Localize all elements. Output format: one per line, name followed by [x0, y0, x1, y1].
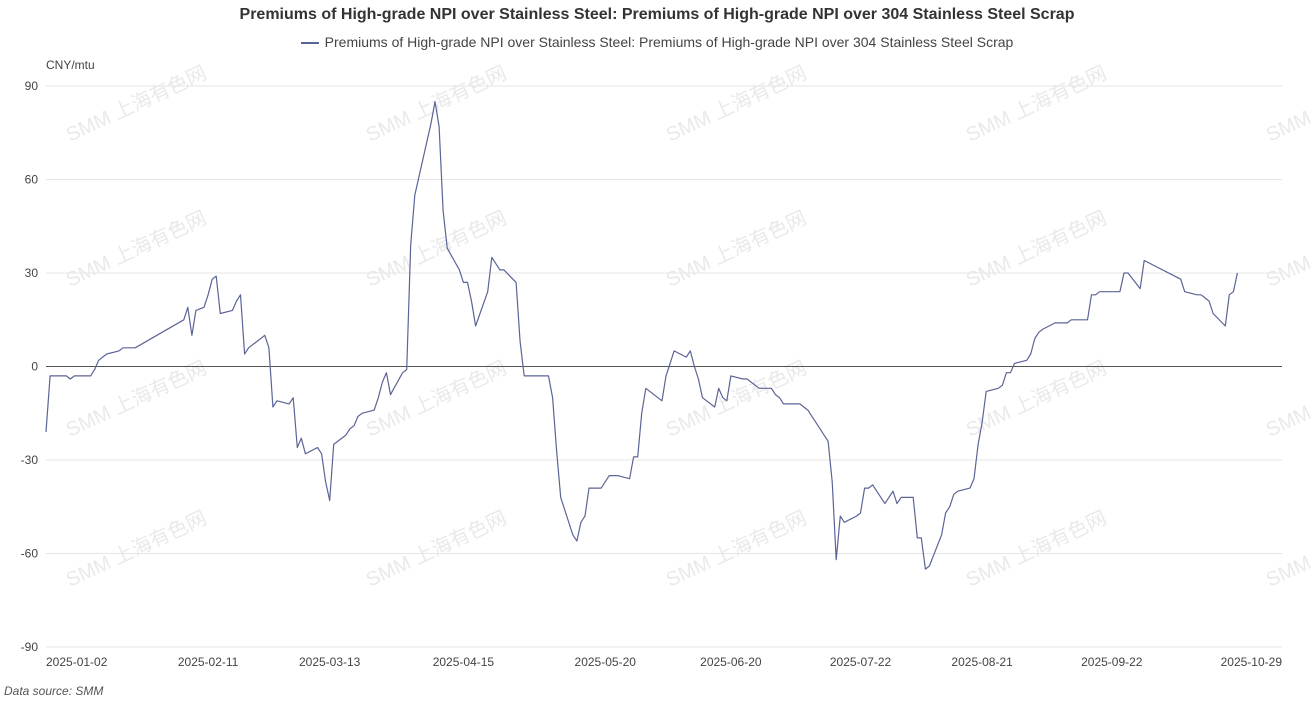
watermark-text: SMM 上海有色网: [962, 506, 1110, 591]
watermark-text: SMM 上海有色网: [962, 356, 1110, 441]
y-tick-label: 30: [25, 266, 39, 280]
y-tick-label: 90: [25, 79, 39, 93]
watermark-text: SMM 上海有色网: [962, 206, 1110, 291]
legend-label: Premiums of High-grade NPI over Stainles…: [324, 34, 1014, 50]
watermark-text: SMM 上海有色网: [962, 61, 1110, 146]
y-tick-label: -90: [21, 640, 39, 654]
y-tick-label: -60: [21, 547, 39, 561]
y-tick-label: -30: [21, 453, 39, 467]
chart-title: Premiums of High-grade NPI over Stainles…: [239, 6, 1075, 23]
chart-legend[interactable]: Premiums of High-grade NPI over Stainles…: [0, 34, 1314, 50]
watermark-text: SMM 上海有色网: [1262, 206, 1314, 291]
watermark-text: SMM 上海有色网: [662, 356, 810, 441]
y-axis-unit: CNY/mtu: [46, 58, 95, 72]
x-tick-label: 2025-07-22: [830, 655, 892, 669]
watermark-text: SMM 上海有色网: [62, 61, 210, 146]
y-tick-label: 0: [31, 360, 38, 374]
x-tick-label: 2025-09-22: [1081, 655, 1143, 669]
watermark-text: SMM 上海有色网: [1262, 356, 1314, 441]
watermark-text: SMM 上海有色网: [362, 356, 510, 441]
x-tick-label: 2025-08-21: [951, 655, 1013, 669]
series-line: [45, 100, 1238, 570]
legend-swatch: [300, 42, 319, 45]
x-tick-label: 2025-04-15: [433, 655, 495, 669]
x-tick-label: 2025-02-11: [178, 655, 239, 669]
x-tick-label: 2025-03-13: [299, 655, 361, 669]
watermark-text: SMM 上海有色网: [662, 61, 810, 146]
watermark-text: SMM 上海有色网: [62, 506, 210, 591]
watermark-text: SMM 上海有色网: [1262, 506, 1314, 591]
watermark-text: SMM 上海有色网: [62, 206, 210, 291]
x-tick-label: 2025-01-02: [46, 655, 108, 669]
data-source-note: Data source: SMM: [4, 684, 104, 698]
y-tick-label: 60: [25, 173, 39, 187]
x-tick-label: 2025-05-20: [575, 655, 637, 669]
watermark-text: SMM 上海有色网: [1262, 61, 1314, 146]
watermark-text: SMM 上海有色网: [662, 506, 810, 591]
x-tick-label: 2025-06-20: [700, 655, 762, 669]
watermark-text: SMM 上海有色网: [362, 61, 510, 146]
watermark-text: SMM 上海有色网: [362, 506, 510, 591]
watermark-text: SMM 上海有色网: [662, 206, 810, 291]
watermark-text: SMM 上海有色网: [362, 206, 510, 291]
watermark-text: SMM 上海有色网: [62, 356, 210, 441]
x-tick-label: 2025-10-29: [1221, 655, 1283, 669]
